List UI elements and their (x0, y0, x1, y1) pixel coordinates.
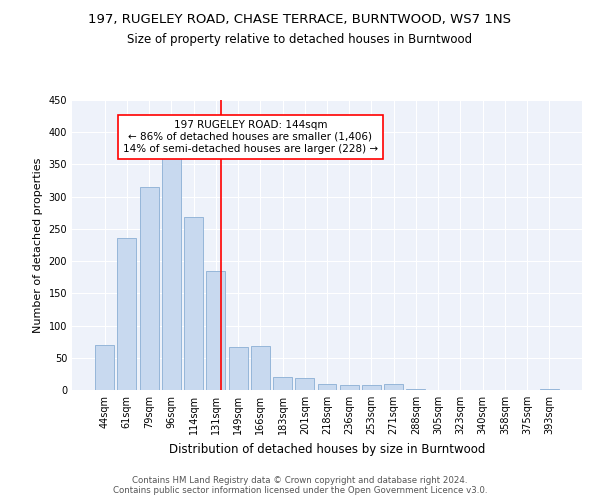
Bar (95, 345, 114, 390)
Bar (384, 384, 403, 390)
Bar (406, 388, 425, 390)
Text: 197 RUGELEY ROAD: 144sqm
← 86% of detached houses are smaller (1,406)
14% of sem: 197 RUGELEY ROAD: 144sqm ← 86% of detach… (123, 120, 378, 154)
Bar (273, 377, 292, 390)
Bar (206, 272, 225, 390)
Bar (362, 385, 381, 390)
Bar (229, 348, 248, 390)
Bar (140, 187, 158, 390)
Bar (251, 346, 270, 390)
Text: 197, RUGELEY ROAD, CHASE TERRACE, BURNTWOOD, WS7 1NS: 197, RUGELEY ROAD, CHASE TERRACE, BURNTW… (89, 12, 511, 26)
Bar (162, 152, 181, 390)
Bar (540, 388, 559, 390)
Bar (340, 386, 359, 390)
Text: Contains HM Land Registry data © Crown copyright and database right 2024.
Contai: Contains HM Land Registry data © Crown c… (113, 476, 487, 495)
X-axis label: Distribution of detached houses by size in Burntwood: Distribution of detached houses by size … (169, 442, 485, 456)
Text: Size of property relative to detached houses in Burntwood: Size of property relative to detached ho… (127, 32, 473, 46)
Y-axis label: Number of detached properties: Number of detached properties (33, 158, 43, 332)
Bar (295, 378, 314, 390)
Bar (317, 384, 337, 390)
Bar (118, 238, 136, 390)
Bar (184, 218, 203, 390)
